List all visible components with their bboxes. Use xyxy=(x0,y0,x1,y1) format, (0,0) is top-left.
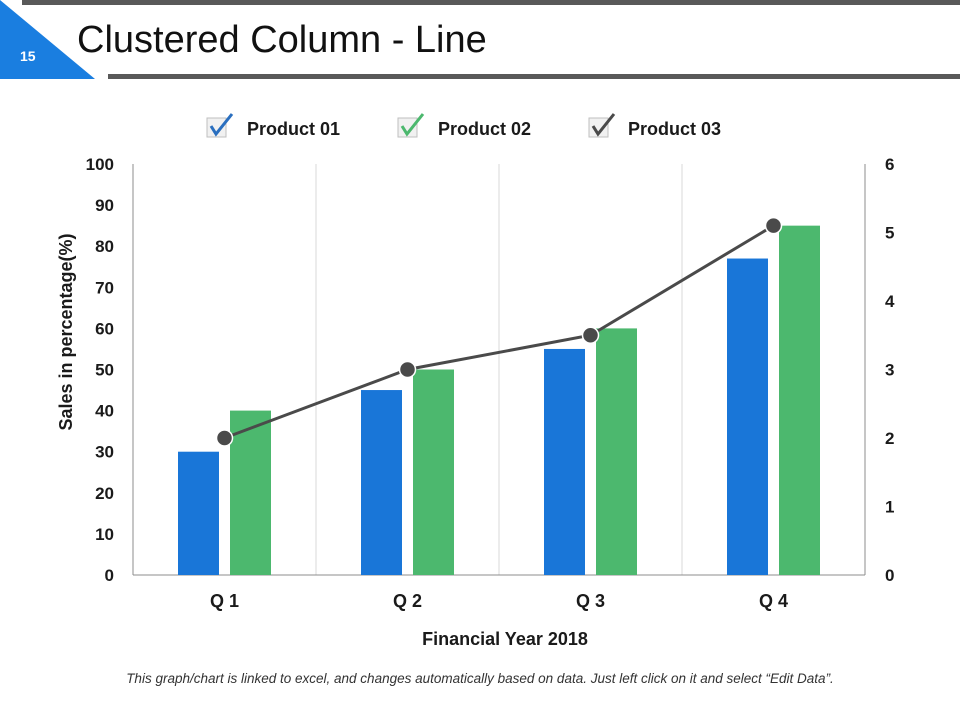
slide-number-triangle xyxy=(0,0,95,79)
x-axis-title: Financial Year 2018 xyxy=(422,629,588,649)
legend-item-product-03[interactable]: Product 03 xyxy=(588,113,721,139)
legend-label-product-02: Product 02 xyxy=(438,119,531,139)
checkbox-icon[interactable] xyxy=(206,117,227,138)
legend-label-product-01: Product 01 xyxy=(247,119,340,139)
line-point-product-03 xyxy=(581,326,600,344)
y-tick-label-left: 20 xyxy=(95,484,114,503)
legend-label-product-03: Product 03 xyxy=(628,119,721,139)
bar-product-01 xyxy=(544,348,585,575)
checkmark-icon xyxy=(591,113,616,137)
y-tick-label-right: 6 xyxy=(885,155,894,174)
bar-product-01 xyxy=(361,390,402,575)
legend-item-product-01[interactable]: Product 01 xyxy=(206,113,340,139)
slide-number: 15 xyxy=(20,48,36,64)
y-tick-label-left: 50 xyxy=(95,361,114,380)
legend-item-product-02[interactable]: Product 02 xyxy=(397,113,531,139)
bar-product-02 xyxy=(596,328,637,575)
y-tick-label-right: 0 xyxy=(885,566,894,585)
bar-product-02 xyxy=(413,369,454,575)
checkbox-icon[interactable] xyxy=(588,117,609,138)
line-product-03 xyxy=(223,224,775,440)
y-tick-label-right: 1 xyxy=(885,498,894,517)
top-border-bar xyxy=(22,0,960,5)
chart: 0 10 20 30 40 50 60 70 80 90 100 0 1 2 3 4 5 6 Q 1 Q 2 Q 3 Q … xyxy=(86,155,895,611)
y-tick-label-right: 5 xyxy=(885,224,894,243)
line-point-product-03 xyxy=(215,429,234,447)
y-tick-label-left: 70 xyxy=(95,278,114,297)
line-point-product-03 xyxy=(398,360,417,379)
y-axis-title: Sales in percentage(%) xyxy=(56,233,76,430)
x-tick-label: Q 1 xyxy=(210,591,239,611)
bar-product-01 xyxy=(178,451,219,575)
y-tick-label-left: 10 xyxy=(95,525,114,544)
y-tick-label-left: 0 xyxy=(105,566,114,585)
bar-product-02 xyxy=(779,225,820,575)
checkmark-icon xyxy=(400,113,425,137)
footnote: This graph/chart is linked to excel, and… xyxy=(126,671,834,686)
y-tick-label-left: 30 xyxy=(95,443,114,462)
x-tick-label: Q 4 xyxy=(759,591,788,611)
bar-product-02 xyxy=(230,410,271,575)
y-tick-label-left: 40 xyxy=(95,402,114,421)
x-tick-label: Q 2 xyxy=(393,591,422,611)
y-tick-label-left: 100 xyxy=(86,155,114,174)
checkmark-icon xyxy=(209,113,234,137)
y-tick-label-left: 80 xyxy=(95,237,114,256)
page-title: Clustered Column - Line xyxy=(77,19,487,61)
line-point-product-03 xyxy=(764,216,783,235)
y-tick-label-right: 4 xyxy=(885,292,895,311)
y-tick-label-right: 2 xyxy=(885,429,894,448)
checkbox-icon[interactable] xyxy=(397,117,418,138)
legend: Product 01 Product 02 Product 03 xyxy=(206,113,721,139)
y-tick-label-left: 60 xyxy=(95,319,114,338)
y-tick-label-left: 90 xyxy=(95,196,114,215)
x-tick-label: Q 3 xyxy=(576,591,605,611)
bar-product-01 xyxy=(727,258,768,575)
title-underline-bar xyxy=(108,74,960,79)
y-tick-label-right: 3 xyxy=(885,361,894,380)
